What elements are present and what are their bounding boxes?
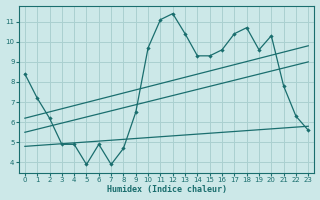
- X-axis label: Humidex (Indice chaleur): Humidex (Indice chaleur): [107, 185, 227, 194]
